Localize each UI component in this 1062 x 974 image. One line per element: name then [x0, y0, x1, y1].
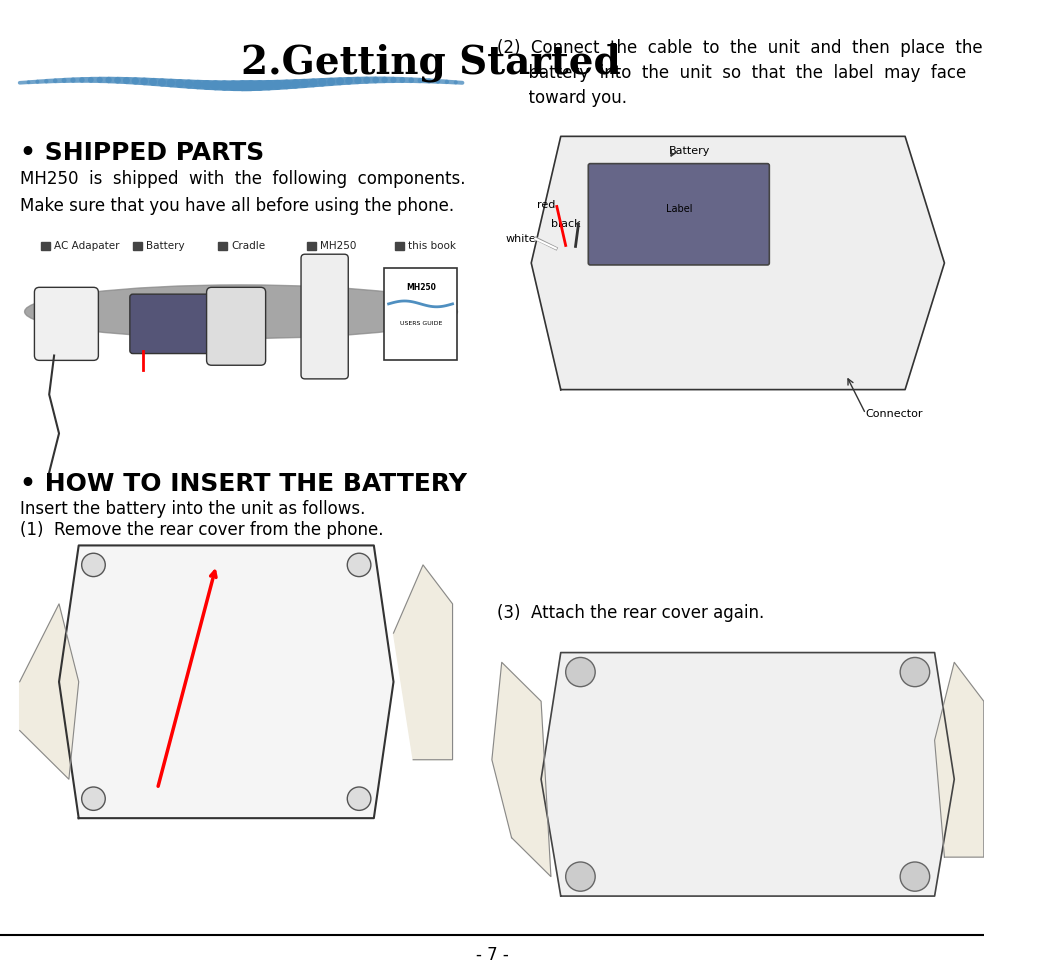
Text: Label: Label	[666, 205, 692, 214]
Text: (2)  Connect  the  cable  to  the  unit  and  then  place  the
      battery  in: (2) Connect the cable to the unit and th…	[497, 39, 982, 107]
Bar	[307, 242, 315, 250]
Circle shape	[347, 787, 371, 810]
Circle shape	[566, 862, 595, 891]
Circle shape	[901, 657, 929, 687]
Text: MH250: MH250	[320, 242, 356, 251]
Text: Insert the battery into the unit as follows.: Insert the battery into the unit as foll…	[20, 500, 365, 517]
Bar	[133, 242, 141, 250]
Text: Battery: Battery	[145, 242, 184, 251]
Circle shape	[901, 862, 929, 891]
Text: red: red	[537, 200, 555, 209]
Text: Label: Label	[649, 175, 680, 185]
Bar	[41, 242, 50, 250]
Circle shape	[82, 553, 105, 577]
Text: - 7 -: - 7 -	[476, 946, 509, 963]
Polygon shape	[541, 653, 955, 896]
Ellipse shape	[24, 284, 458, 338]
Polygon shape	[492, 662, 551, 877]
Text: MH250: MH250	[406, 282, 436, 292]
Polygon shape	[531, 136, 944, 390]
Text: black: black	[551, 219, 581, 229]
FancyBboxPatch shape	[130, 294, 209, 354]
FancyBboxPatch shape	[207, 287, 266, 365]
Text: • HOW TO INSERT THE BATTERY: • HOW TO INSERT THE BATTERY	[20, 472, 466, 497]
Text: MH250  is  shipped  with  the  following  components.
Make sure that you have al: MH250 is shipped with the following comp…	[20, 170, 465, 215]
Circle shape	[566, 657, 595, 687]
Text: AC Adapater: AC Adapater	[54, 242, 120, 251]
Polygon shape	[394, 565, 452, 760]
Text: (1)  Remove the rear cover from the phone.: (1) Remove the rear cover from the phone…	[20, 521, 383, 539]
Bar	[219, 242, 227, 250]
Text: Battery: Battery	[669, 146, 710, 156]
Bar	[383, 268, 458, 360]
Text: USERS GUIDE: USERS GUIDE	[400, 320, 442, 326]
Circle shape	[82, 787, 105, 810]
FancyBboxPatch shape	[301, 254, 348, 379]
Text: white: white	[506, 234, 536, 244]
Circle shape	[347, 553, 371, 577]
Text: (3)  Attach the rear cover again.: (3) Attach the rear cover again.	[497, 604, 764, 621]
FancyBboxPatch shape	[34, 287, 99, 360]
Polygon shape	[59, 545, 394, 818]
Polygon shape	[20, 604, 79, 779]
Text: Cradle: Cradle	[232, 242, 266, 251]
Text: Connector: Connector	[866, 409, 923, 419]
Bar	[395, 242, 405, 250]
Text: 2.Getting Started: 2.Getting Started	[241, 44, 621, 83]
Polygon shape	[935, 662, 983, 857]
FancyBboxPatch shape	[588, 164, 769, 265]
Text: this book: this book	[408, 242, 457, 251]
Text: • SHIPPED PARTS: • SHIPPED PARTS	[20, 141, 264, 166]
